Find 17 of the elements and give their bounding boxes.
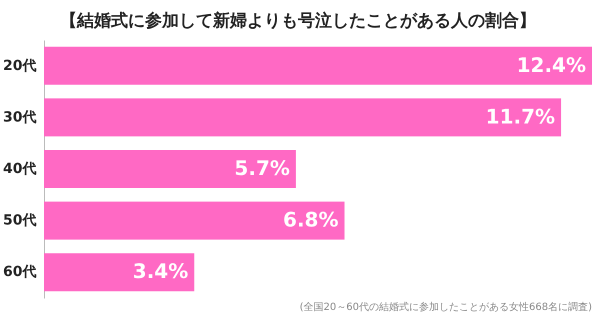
data-label: 12.4%	[516, 52, 586, 77]
chart-title: 【結婚式に参加して新婦よりも号泣したことがある人の割合】	[60, 11, 536, 31]
bar	[44, 98, 562, 136]
y-tick-label: 50代	[3, 212, 36, 229]
data-label: 6.8%	[283, 208, 339, 232]
bar	[44, 150, 296, 188]
y-tick-label: 30代	[3, 109, 36, 126]
data-label: 11.7%	[486, 104, 556, 128]
y-tick-label: 20代	[3, 58, 36, 74]
y-tick-label: 40代	[3, 161, 36, 177]
data-label: 5.7%	[234, 156, 290, 180]
bar	[44, 46, 592, 85]
y-tick-label: 60代	[3, 264, 36, 280]
data-label: 3.4%	[132, 259, 188, 284]
bar	[44, 253, 194, 292]
bar	[44, 202, 345, 240]
text: (全国20～60代の結婚式に参加したことがある女性668名に調査)	[300, 301, 592, 313]
